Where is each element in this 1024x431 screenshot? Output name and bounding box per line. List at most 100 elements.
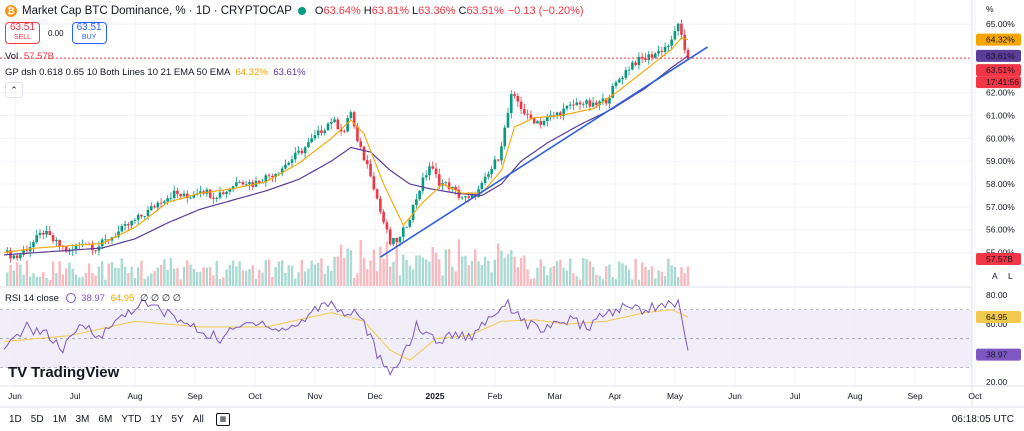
candle-body bbox=[192, 194, 196, 198]
volume-bar bbox=[546, 274, 549, 286]
volume-bar bbox=[261, 272, 264, 286]
collapse-legend-button[interactable]: ⌃ bbox=[5, 82, 23, 98]
ohlc-key: C bbox=[458, 5, 467, 17]
candle-body bbox=[38, 232, 42, 236]
candle-body bbox=[428, 166, 431, 176]
candle-body bbox=[454, 186, 457, 190]
rsi-placeholder-values: ∅ ∅ ∅ ∅ bbox=[140, 293, 182, 304]
volume-label: Vol bbox=[5, 51, 19, 62]
volume-bar bbox=[480, 265, 484, 286]
price-candles bbox=[5, 19, 690, 263]
candle-body bbox=[284, 164, 287, 169]
volume-bar bbox=[680, 266, 683, 286]
candle-body bbox=[323, 130, 327, 134]
range-button[interactable]: All bbox=[192, 413, 204, 425]
candle-body bbox=[208, 189, 212, 198]
volume-bar bbox=[362, 257, 366, 286]
volume-bar bbox=[568, 258, 572, 286]
utc-clock[interactable]: 06:18:05 UTC bbox=[951, 413, 1014, 425]
volume-bar bbox=[451, 266, 454, 286]
range-button[interactable]: 1Y bbox=[150, 413, 163, 425]
price-axis[interactable]: % 65.00% 62.00% 61.00% 60.00% 59.00% 58.00% 57.… bbox=[986, 4, 1015, 281]
time-axis-label: Jul bbox=[70, 391, 81, 401]
rsi-legend[interactable]: RSI 14 close 38.97 64.95 ∅ ∅ ∅ ∅ bbox=[5, 293, 181, 304]
rsi-ma-badge-bg bbox=[976, 310, 1021, 323]
volume-bar bbox=[32, 273, 35, 286]
volume-bar bbox=[487, 260, 490, 286]
volume-bar bbox=[244, 271, 248, 286]
candle-body bbox=[215, 197, 219, 199]
volume-bar bbox=[172, 268, 176, 286]
volume-bar bbox=[114, 267, 117, 286]
sell-button[interactable]: 63.51 SELL bbox=[5, 22, 40, 44]
symbol-title[interactable]: Market Cap BTC Dominance, % · 1D · CRYPT… bbox=[22, 5, 292, 17]
last-price-badge: 63.51% bbox=[986, 65, 1015, 75]
volume-bar bbox=[634, 259, 637, 286]
candle-body bbox=[48, 230, 52, 236]
market-status-icon[interactable] bbox=[297, 7, 306, 15]
candle-body bbox=[235, 182, 238, 187]
candle-body bbox=[601, 98, 605, 102]
range-button[interactable]: 5Y bbox=[171, 413, 184, 425]
buy-button[interactable]: 63.51 BUY bbox=[71, 22, 107, 44]
calendar-icon[interactable]: ▦ bbox=[215, 412, 230, 426]
volume-bar bbox=[182, 267, 186, 286]
price-axis-tick: 57.00% bbox=[986, 202, 1015, 212]
volume-bar bbox=[267, 259, 271, 286]
volume-legend[interactable]: Vol 57.57B bbox=[5, 51, 54, 62]
candle-body bbox=[545, 117, 549, 122]
volume-bar bbox=[326, 265, 330, 286]
price-axis-tick: 56.00% bbox=[986, 225, 1015, 235]
candle-body bbox=[437, 174, 441, 186]
volume-bar bbox=[38, 276, 42, 286]
tradingview-logo[interactable]: TV TradingView bbox=[8, 364, 119, 381]
candle-body bbox=[663, 46, 667, 52]
range-button[interactable]: YTD bbox=[121, 413, 142, 425]
candle-body bbox=[539, 121, 543, 125]
range-button[interactable]: 5D bbox=[30, 413, 44, 425]
indicator-label: GP dsh 0.618 0.65 10 Both Lines 10 21 EM… bbox=[5, 67, 230, 78]
price-axis-tick: 65.00% bbox=[986, 19, 1015, 29]
trendline[interactable] bbox=[379, 46, 709, 258]
candle-body bbox=[568, 104, 572, 106]
candle-body bbox=[572, 104, 575, 106]
candle-body bbox=[464, 196, 467, 198]
candle-body bbox=[267, 175, 271, 177]
scale-button[interactable]: A bbox=[992, 271, 998, 281]
range-button[interactable]: 3M bbox=[75, 413, 90, 425]
candle-body bbox=[483, 176, 487, 183]
time-axis-label: Oct bbox=[968, 391, 982, 401]
range-button[interactable]: 6M bbox=[98, 413, 113, 425]
candle-body bbox=[395, 237, 399, 243]
volume-bar bbox=[608, 264, 611, 286]
candle-body bbox=[127, 224, 130, 226]
indicator-legend[interactable]: GP dsh 0.618 0.65 10 Both Lines 10 21 EM… bbox=[5, 67, 306, 78]
candle-body bbox=[199, 191, 202, 194]
candle-body bbox=[166, 198, 169, 202]
volume-bar bbox=[519, 257, 523, 286]
volume-bar bbox=[523, 255, 526, 286]
scale-button[interactable]: L bbox=[1008, 271, 1013, 281]
candle-body bbox=[280, 168, 284, 174]
volume-bar bbox=[359, 239, 362, 286]
volume-bar bbox=[120, 258, 124, 286]
time-axis[interactable]: Jun Jul Aug Sep Oct Nov Dec 2025 Feb Mar Apr May Jun… bbox=[8, 391, 982, 401]
volume-bar bbox=[320, 258, 323, 286]
volume-bar bbox=[496, 243, 500, 286]
range-button[interactable]: 1D bbox=[9, 413, 22, 425]
volume-bar bbox=[166, 269, 169, 286]
volume-bar bbox=[444, 249, 448, 286]
rsi-axis[interactable]: 80.00 60.00 20.00 bbox=[986, 290, 1008, 387]
rsi-line bbox=[3, 298, 689, 377]
candle-body bbox=[104, 239, 107, 241]
volume-bar bbox=[123, 266, 127, 286]
volume-bar bbox=[415, 255, 418, 286]
rsi-settings-icon[interactable] bbox=[65, 293, 76, 303]
ohlc-value: 63.36% bbox=[418, 5, 456, 17]
candle-body bbox=[578, 102, 582, 105]
candle-body bbox=[660, 50, 664, 52]
candle-body bbox=[565, 105, 569, 109]
candle-body bbox=[408, 220, 412, 227]
range-button[interactable]: 1M bbox=[52, 413, 67, 425]
volume-bar bbox=[559, 259, 562, 286]
